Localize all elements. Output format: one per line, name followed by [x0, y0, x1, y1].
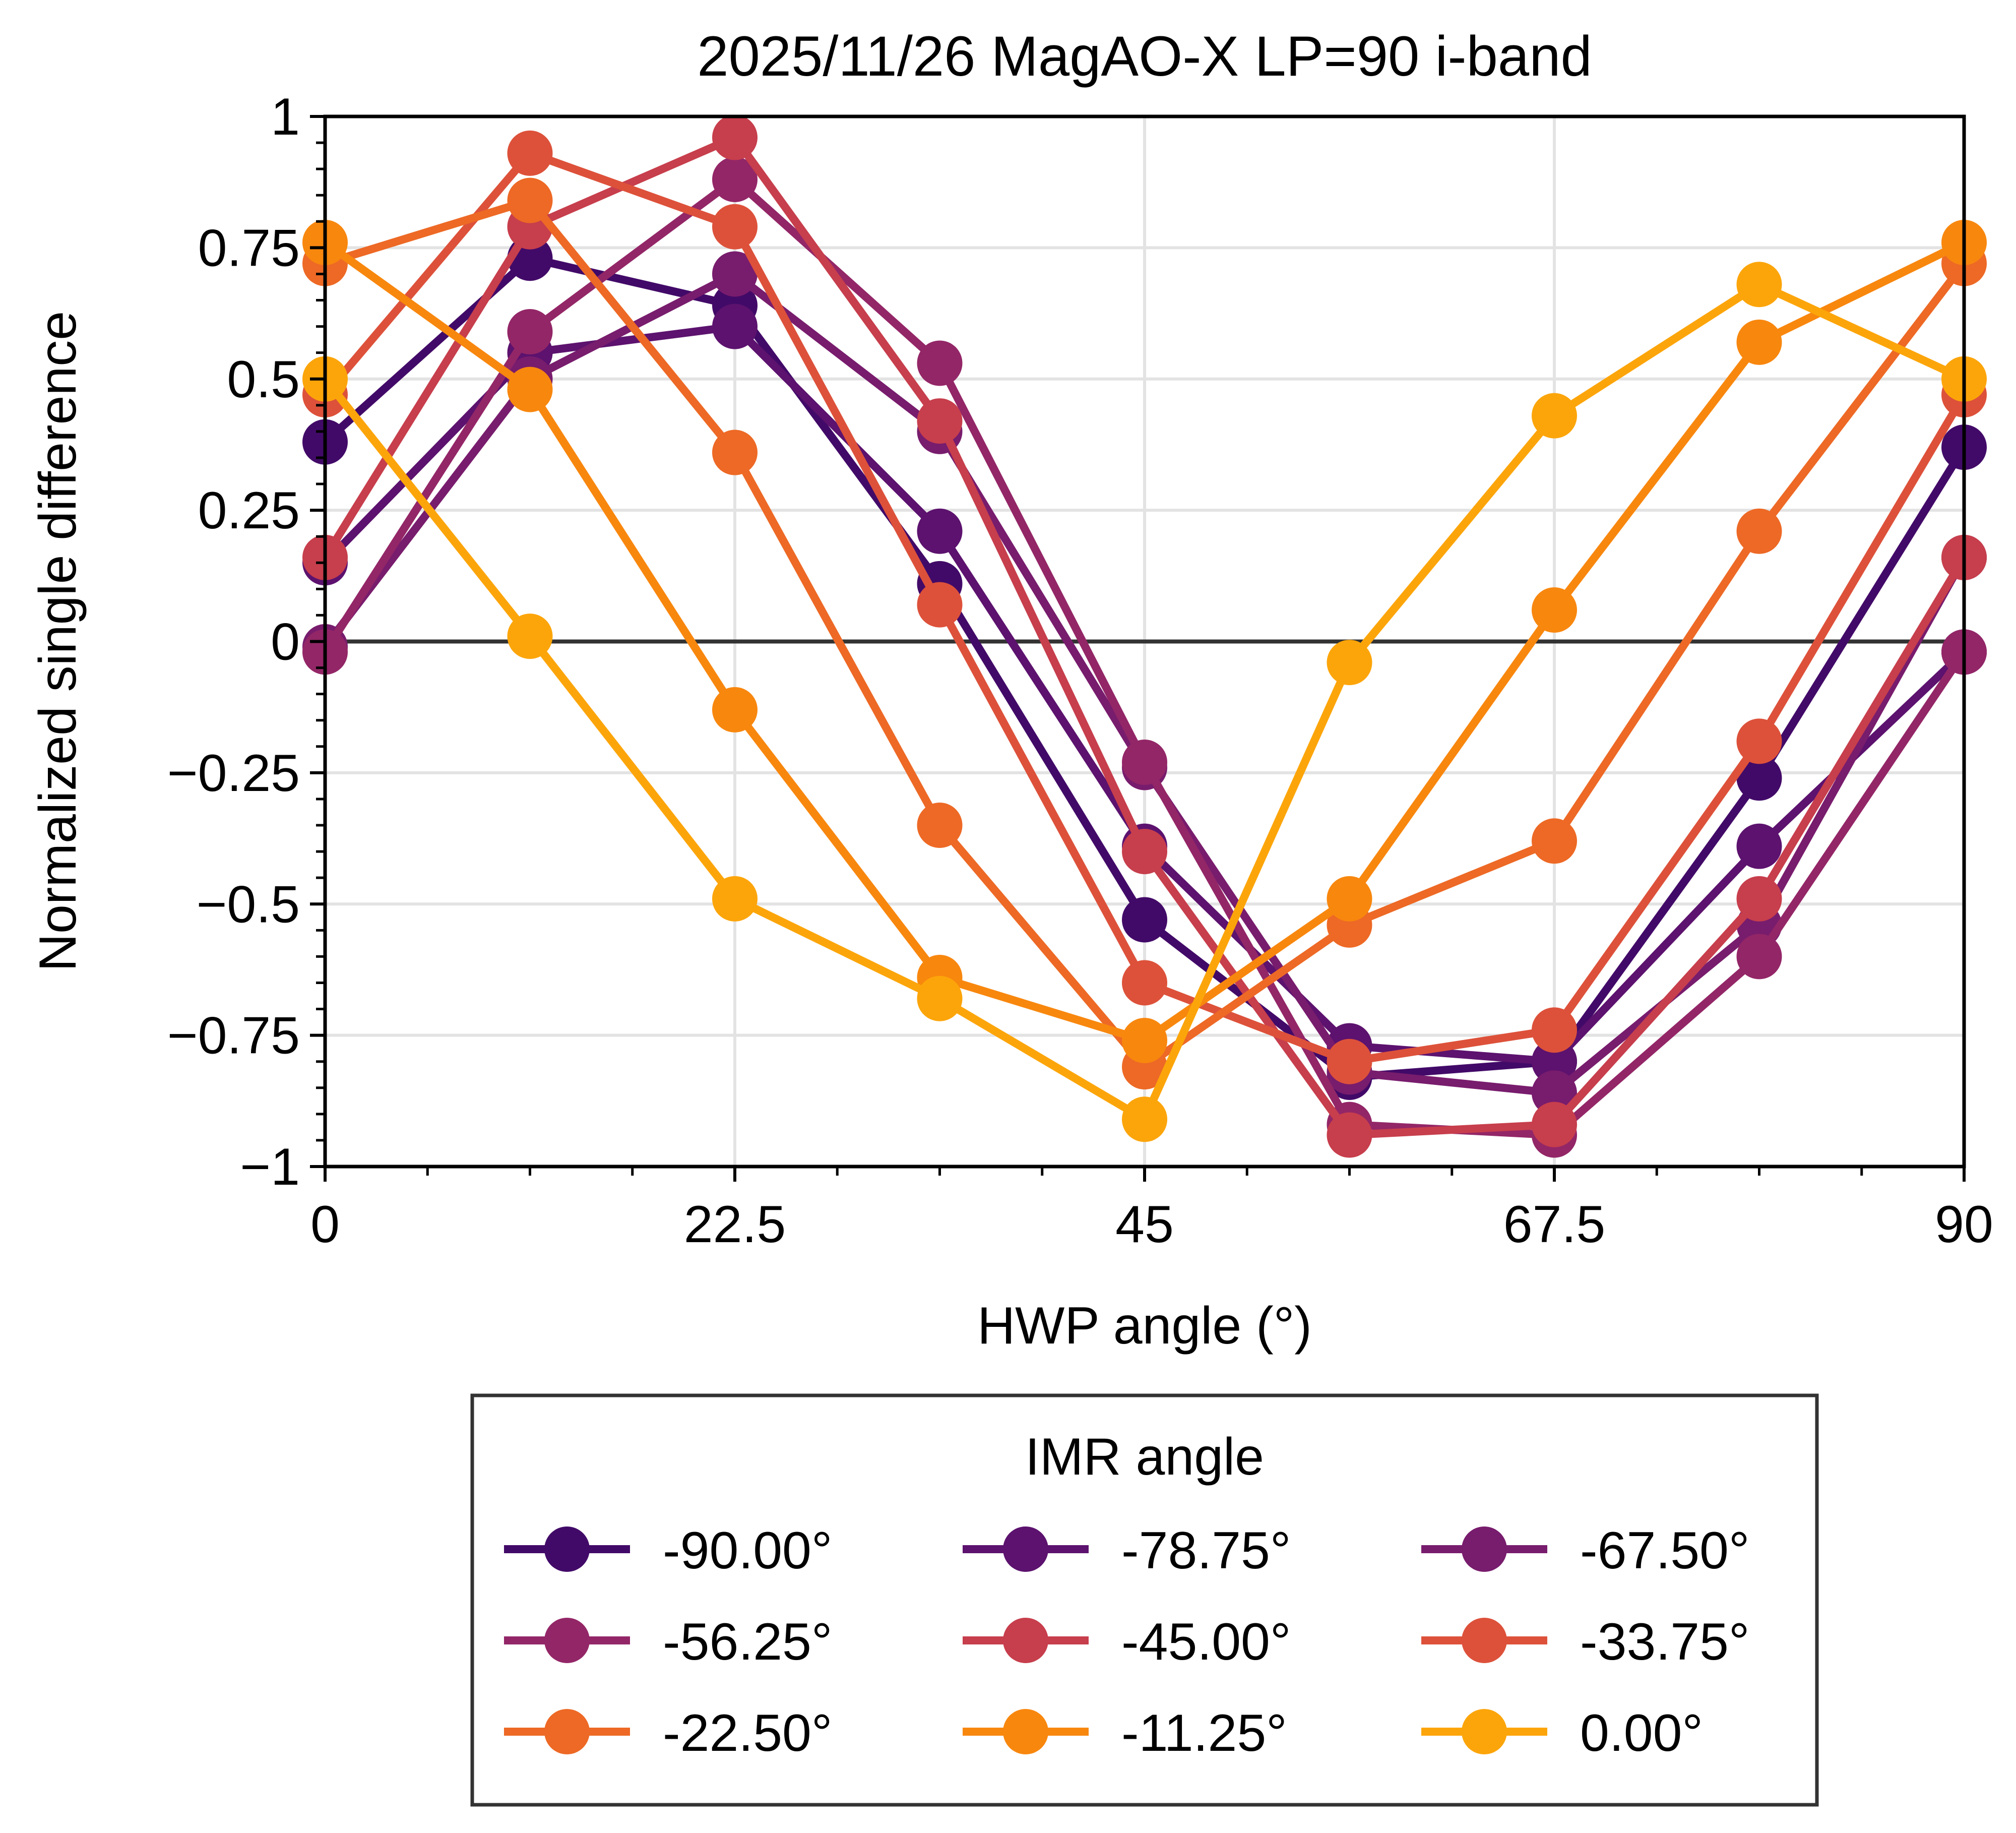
legend-label: -45.00°	[1121, 1613, 1291, 1671]
data-point	[1736, 718, 1782, 764]
data-point	[1327, 876, 1372, 922]
legend-item: -67.50°	[1421, 1521, 1749, 1580]
data-point	[1532, 1102, 1577, 1147]
data-point	[712, 156, 758, 202]
x-tick-label: 22.5	[684, 1195, 786, 1254]
data-point	[507, 309, 553, 355]
data-point	[1736, 934, 1782, 980]
data-point	[917, 582, 963, 628]
data-point	[712, 430, 758, 475]
y-tick-label: −1	[240, 1138, 300, 1196]
legend-title: IMR angle	[1025, 1428, 1264, 1486]
x-tick-label: 45	[1115, 1195, 1174, 1254]
legend-marker-swatch	[1462, 1618, 1507, 1663]
legend-items: -90.00° -78.75° -67.50° -56.25° -45.00° -33.7…	[504, 1521, 1749, 1762]
legend-marker-swatch	[1003, 1709, 1048, 1754]
y-tick-label: 0.5	[227, 350, 300, 409]
legend-marker-swatch	[1462, 1709, 1507, 1754]
x-tick-label: 90	[1935, 1195, 1993, 1254]
legend-marker-swatch	[1003, 1526, 1048, 1572]
data-point	[507, 366, 553, 412]
data-point	[507, 130, 553, 176]
data-point	[1532, 818, 1577, 864]
data-point	[1736, 823, 1782, 869]
y-tick-label: 1	[271, 88, 300, 146]
series-7	[302, 219, 1987, 1064]
legend-item: -45.00°	[963, 1613, 1291, 1671]
series-8	[302, 262, 1987, 1142]
y-tick-label: 0.75	[198, 219, 300, 277]
legend-marker-swatch	[544, 1709, 590, 1754]
x-tick-label: 0	[310, 1195, 340, 1254]
data-point	[917, 340, 963, 386]
data-point	[1532, 587, 1577, 633]
legend-marker-swatch	[544, 1526, 590, 1572]
data-point	[1122, 740, 1167, 785]
data-point	[1122, 1096, 1167, 1142]
legend-marker-swatch	[1462, 1526, 1507, 1572]
data-point	[1532, 1070, 1577, 1116]
x-axis-label: HWP angle (°)	[977, 1297, 1312, 1355]
data-point	[507, 177, 553, 223]
legend-marker-swatch	[1003, 1618, 1048, 1663]
legend-marker-swatch	[544, 1618, 590, 1663]
data-point	[1327, 1038, 1372, 1084]
data-point	[917, 803, 963, 848]
data-point	[712, 303, 758, 349]
y-tick-label: 0	[271, 613, 300, 671]
legend-item: 0.00°	[1421, 1704, 1703, 1762]
data-point	[917, 508, 963, 554]
data-point	[917, 398, 963, 444]
y-tick-label: 0.25	[198, 481, 300, 540]
data-point	[1736, 508, 1782, 554]
legend-item: -78.75°	[963, 1521, 1291, 1580]
x-tick-label: 67.5	[1503, 1195, 1605, 1254]
legend-item: -56.25°	[504, 1613, 832, 1671]
legend-item: -22.50°	[504, 1704, 832, 1762]
legend-label: -56.25°	[663, 1613, 832, 1671]
y-tick-label: −0.25	[167, 744, 300, 803]
legend-label: -67.50°	[1580, 1521, 1749, 1580]
y-tick-label: −0.5	[197, 875, 300, 934]
series-group	[302, 114, 1987, 1158]
chart-title: 2025/11/26 MagAO-X LP=90 i-band	[697, 25, 1592, 88]
legend-label: -33.75°	[1580, 1613, 1749, 1671]
legend-label: -78.75°	[1121, 1521, 1291, 1580]
legend-frame	[470, 1393, 1819, 1807]
y-tick-label: −0.75	[167, 1007, 300, 1065]
data-point	[712, 114, 758, 160]
legend-item: -11.25°	[963, 1704, 1287, 1762]
data-point	[1532, 1007, 1577, 1053]
ticks: 0 22.5 45 67.5 90 1 0.75 0.5 0.25 0 −0.25 −0.5 −0.75…	[167, 88, 1993, 1254]
data-point	[1122, 1018, 1167, 1064]
data-point	[917, 975, 963, 1021]
data-point	[712, 204, 758, 250]
data-point	[1327, 1112, 1372, 1158]
data-point	[1532, 1038, 1577, 1084]
legend-label: -11.25°	[1121, 1704, 1287, 1762]
data-point	[1327, 640, 1372, 686]
data-point	[1122, 960, 1167, 1006]
data-point	[507, 614, 553, 659]
legend-label: -22.50°	[663, 1704, 832, 1762]
data-point	[1736, 262, 1782, 308]
data-point	[1122, 829, 1167, 875]
legend-item: -33.75°	[1421, 1613, 1749, 1671]
legend: IMR angle -90.00° -78.75° -67.50° -56.25° -4…	[470, 1393, 1819, 1807]
data-point	[712, 876, 758, 922]
data-point	[1122, 897, 1167, 943]
data-point	[1736, 876, 1782, 922]
legend-label: 0.00°	[1580, 1704, 1703, 1762]
data-point	[1532, 393, 1577, 439]
data-point	[712, 687, 758, 732]
data-point	[1736, 319, 1782, 365]
y-axis-label: Normalized single difference	[29, 311, 87, 971]
legend-label: -90.00°	[663, 1521, 832, 1580]
data-point	[712, 251, 758, 297]
data-point	[1736, 755, 1782, 801]
legend-item: -90.00°	[504, 1521, 832, 1580]
